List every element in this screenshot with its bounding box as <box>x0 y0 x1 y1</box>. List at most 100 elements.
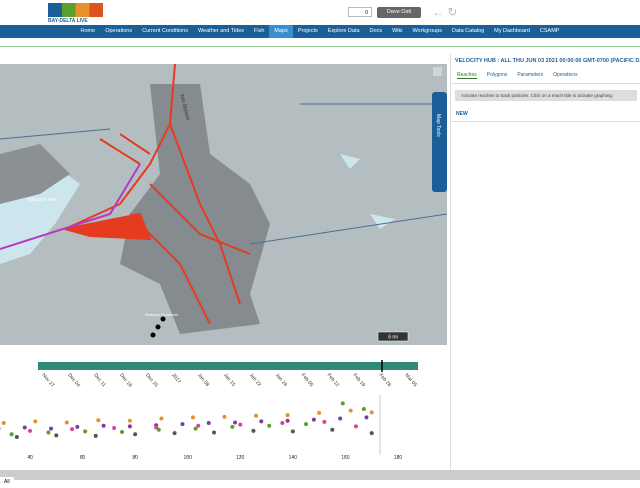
point <box>286 413 290 417</box>
point <box>364 415 368 419</box>
point <box>212 431 216 435</box>
point <box>173 431 177 435</box>
x-tick-label: 40 <box>27 455 33 461</box>
nav-item[interactable]: Data Catalog <box>447 25 489 38</box>
nav-item[interactable]: Wiki <box>387 25 407 38</box>
point <box>154 425 158 429</box>
point <box>94 434 98 438</box>
panel-tab[interactable]: Operations <box>553 72 577 79</box>
panel-tab[interactable]: Reaches <box>457 72 477 79</box>
x-tick-label: 100 <box>184 455 193 461</box>
x-tick-label: 80 <box>132 455 138 461</box>
point <box>370 431 374 435</box>
point <box>28 429 32 433</box>
footer-tab[interactable]: All <box>0 477 14 487</box>
nav-item[interactable]: Home <box>76 25 101 38</box>
point <box>159 417 163 421</box>
footer: All <box>0 470 640 480</box>
expand-button[interactable] <box>433 67 442 76</box>
point <box>267 424 271 428</box>
nav-item[interactable]: My Dashboard <box>489 25 535 38</box>
new-item[interactable]: NEW <box>451 107 640 122</box>
cart[interactable]: 0 <box>348 7 372 17</box>
map-label: Bethany Reservoir <box>145 312 179 317</box>
point <box>70 427 74 431</box>
point <box>128 419 132 423</box>
point <box>238 423 242 427</box>
panel-message: Activate reaches to track particles. Cli… <box>455 90 637 101</box>
panel-tabs: Reaches Polygons Parameters Operations <box>451 68 640 84</box>
nav-arrows[interactable]: ← ↻ <box>432 5 457 19</box>
point <box>133 432 137 436</box>
logo: BAY-DELTA LIVE <box>48 18 88 24</box>
nav-item[interactable]: Operations <box>100 25 137 38</box>
point <box>341 401 345 405</box>
point <box>112 426 116 430</box>
point <box>354 424 358 428</box>
point <box>96 418 100 422</box>
point <box>102 424 106 428</box>
map: Yolo Bypass GRIZZLY BAY Bethany Reservoi… <box>0 64 447 345</box>
x-tick-label: 60 <box>80 455 86 461</box>
nav-item[interactable]: Weather and Tides <box>193 25 249 38</box>
nav-item[interactable]: Fish <box>249 25 269 38</box>
user-button[interactable]: Dave Osti <box>377 7 421 18</box>
logo-mark <box>48 3 103 17</box>
nav-item[interactable]: Projects <box>293 25 323 38</box>
timeline-strip[interactable] <box>38 362 418 370</box>
point <box>46 431 50 435</box>
point <box>120 430 124 434</box>
point <box>207 421 211 425</box>
x-tick-label: 180 <box>394 455 403 461</box>
point <box>251 429 255 433</box>
nav-item[interactable]: Docs <box>365 25 388 38</box>
date-label: Mar 05 <box>403 372 418 388</box>
nav-item[interactable]: Workgroups <box>407 25 447 38</box>
nav-item[interactable]: CSAMP <box>535 25 565 38</box>
point <box>304 422 308 426</box>
point <box>286 419 290 423</box>
x-tick-label: 140 <box>289 455 298 461</box>
nav-item[interactable]: Explore Data <box>323 25 365 38</box>
point <box>180 422 184 426</box>
point <box>370 410 374 414</box>
point <box>362 407 366 411</box>
point <box>312 418 316 422</box>
panel-tab[interactable]: Polygons <box>487 72 508 79</box>
nav-item[interactable]: Maps <box>269 25 292 38</box>
point <box>254 414 258 418</box>
point <box>83 429 87 433</box>
map-tools-label[interactable]: Map Tools <box>435 114 441 137</box>
side-panel: VELOCITY HUB : ALL THU JUN 03 2021 00:00… <box>450 54 640 470</box>
panel-tab[interactable]: Parameters <box>517 72 543 79</box>
map-tools[interactable] <box>432 92 447 192</box>
scale-label: 6 mi <box>388 335 397 341</box>
point <box>196 424 200 428</box>
point <box>338 417 342 421</box>
header: BAY-DELTA LIVE 0 Dave Osti ← ↻ <box>0 0 640 25</box>
panel-title: VELOCITY HUB : ALL THU JUN 03 2021 00:00… <box>451 54 640 68</box>
point <box>75 425 79 429</box>
point <box>223 415 227 419</box>
point <box>349 409 353 413</box>
x-tick-label: 120 <box>236 455 245 461</box>
point <box>15 435 19 439</box>
point <box>49 427 53 431</box>
x-tick-label: 160 <box>341 455 350 461</box>
point <box>259 419 263 423</box>
point <box>230 425 234 429</box>
point <box>2 421 6 425</box>
nav-item[interactable]: Current Conditions <box>137 25 193 38</box>
point <box>23 425 27 429</box>
divider <box>0 46 640 47</box>
date-label: 2017 <box>170 372 182 385</box>
point <box>65 420 69 424</box>
point <box>191 415 195 419</box>
point <box>322 420 326 424</box>
point <box>54 433 58 437</box>
point <box>33 419 37 423</box>
plot-area <box>0 385 405 459</box>
